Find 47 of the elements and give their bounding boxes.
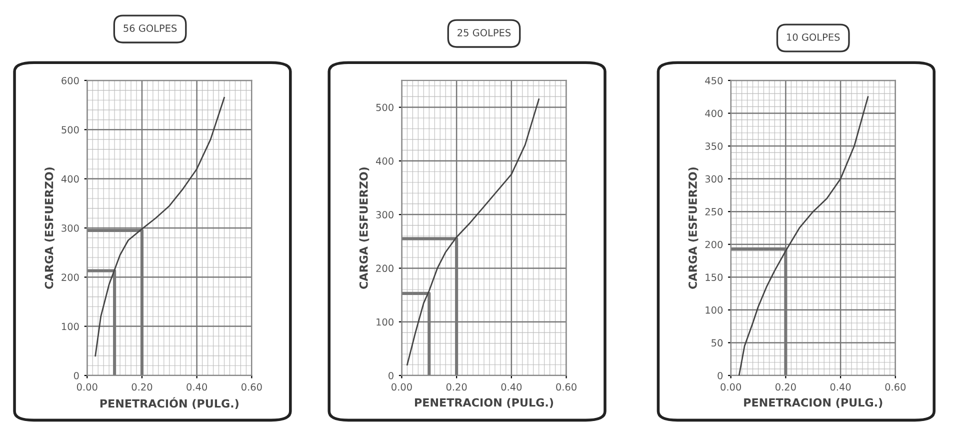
x-tick-label: 0.00 bbox=[392, 383, 412, 391]
y-tick-label: 400 bbox=[61, 175, 79, 183]
x-tick-label: 0.60 bbox=[241, 383, 262, 391]
x-tick-label: 0.00 bbox=[76, 383, 98, 391]
y-tick-label: 500 bbox=[62, 126, 79, 134]
x-axis-title: PENETRACIÓN (PULG.) bbox=[100, 397, 238, 409]
x-tick-label: 0.00 bbox=[720, 383, 742, 391]
y-tick-label: 450 bbox=[705, 76, 723, 84]
line-series bbox=[738, 96, 869, 376]
x-tick-label: 0.40 bbox=[501, 383, 522, 391]
x-tick-label: 0.20 bbox=[446, 383, 467, 391]
y-tick-label: 400 bbox=[705, 110, 723, 118]
y-tick-label: 300 bbox=[705, 175, 723, 183]
y-axis-title: CARGA (ESFUERZO) bbox=[688, 167, 698, 289]
y-tick-label: 300 bbox=[62, 224, 79, 232]
y-tick-label: 150 bbox=[706, 274, 723, 281]
y-tick-label: 350 bbox=[705, 142, 723, 150]
line-series bbox=[406, 98, 540, 366]
x-tick-label: 0.60 bbox=[556, 383, 576, 391]
y-tick-label: 100 bbox=[706, 306, 723, 314]
x-tick-label: 0.40 bbox=[830, 383, 851, 391]
y-tick-label: 200 bbox=[62, 274, 79, 281]
x-axis-title: PENETRACION (PULG.) bbox=[415, 398, 554, 408]
y-tick-label: 250 bbox=[705, 208, 723, 216]
x-tick-label: 0.20 bbox=[132, 383, 152, 391]
x-tick-label: 0.60 bbox=[885, 383, 906, 391]
x-tick-label: 0.20 bbox=[776, 383, 796, 391]
x-tick-label: 0.40 bbox=[186, 383, 208, 391]
y-tick-label: 0 bbox=[388, 372, 394, 380]
y-tick-label: 0 bbox=[74, 372, 79, 380]
x-axis-title: PENETRACION (PULG.) bbox=[744, 398, 882, 408]
y-tick-label: 300 bbox=[376, 211, 394, 218]
y-tick-label: 200 bbox=[376, 264, 394, 272]
chart-title: 25 GOLPES bbox=[458, 28, 511, 36]
y-tick-label: 400 bbox=[376, 157, 394, 165]
y-tick-label: 600 bbox=[62, 76, 79, 84]
y-tick-label: 100 bbox=[376, 318, 394, 326]
y-tick-label: 50 bbox=[712, 339, 723, 347]
chart-title: 56 GOLPES bbox=[124, 24, 177, 32]
y-tick-label: 100 bbox=[62, 322, 79, 330]
line-series bbox=[94, 96, 225, 357]
y-tick-label: 500 bbox=[376, 104, 394, 112]
y-axis-title: CARGA (ESFUERZO) bbox=[44, 167, 55, 289]
chart-title: 10 GOLPES bbox=[787, 33, 840, 41]
y-tick-label: 200 bbox=[705, 240, 723, 248]
y-tick-label: 0 bbox=[718, 372, 723, 380]
y-axis-title: CARGA (ESFUERZO) bbox=[359, 167, 370, 289]
